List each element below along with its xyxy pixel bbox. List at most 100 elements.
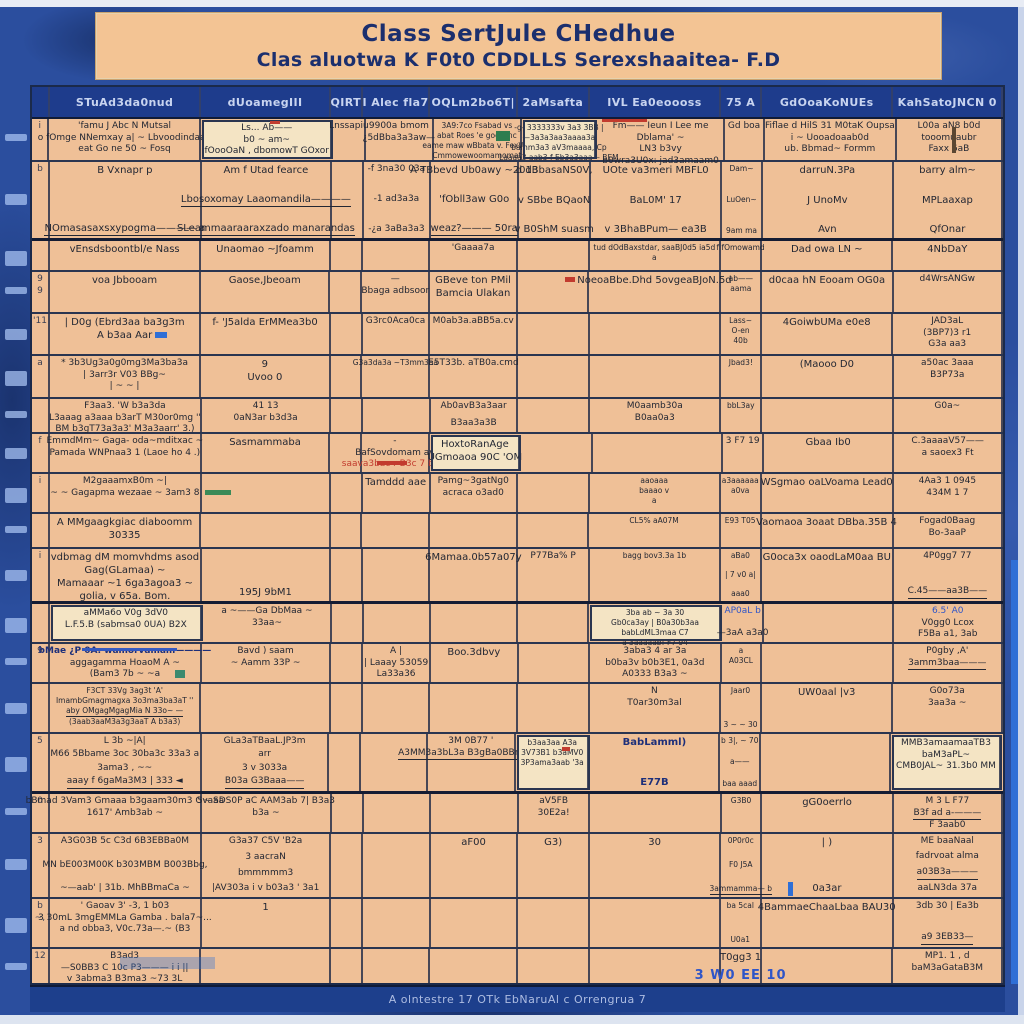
table-cell: UOte va3meri MBFL0 BaL0M' 17 v 3BhaBPum— e… [591, 162, 723, 238]
cell-text-line: b0wra3U0x: jad3amaam0 [602, 156, 719, 167]
cell-text-line: T0gg3 1 [720, 952, 762, 963]
cell-text-line: Pamada WNPnaa3 1 (Laoe ho 4 .) [49, 447, 201, 458]
table-cell [329, 734, 361, 791]
table-cell: E5T33b. aTB0a.cmd [428, 356, 519, 397]
cell-text-line: A MMgaagkgiac diaboomm [56, 517, 193, 528]
cell-text-line: aaLN3da 37a [917, 883, 978, 894]
cell-text-line: F3CT 33Vg 3ag3t 'A' [86, 686, 163, 695]
cell-text-line: 9 [261, 359, 269, 370]
cell-text-line: WSgmao oaLVoama Lead0 [760, 477, 893, 488]
table-cell: Vaomaoa 3oaat DBba.35B 4 [756, 514, 897, 547]
cell-text-line: LN3 b3vy [639, 144, 682, 155]
table-cell: 4GoiwbUMa e0e8 [762, 314, 894, 354]
frame-smudge-mark [5, 328, 27, 340]
table-cell [363, 241, 431, 270]
cell-text-line: 3ammamma— b [709, 884, 772, 895]
cell-text-line: —3aA a3a0 [716, 628, 769, 639]
table-cell [331, 474, 363, 512]
cell-text-line: F 3aab0 [929, 820, 966, 831]
cell-text-line: ~—aab' | 31b. MhBBmaCa ~ [60, 883, 190, 894]
cell-text-line: Gag(GLamaa) ~ [84, 565, 166, 576]
table-row: 0 bBmad 3Vam3 Gmaaa b3gaam30m3 Gvaaa 1617'… [26, 794, 1004, 834]
column-header: QIRT [331, 87, 363, 117]
table-cell: Pamg~3gatNg0 acraca o3ad0 [431, 474, 518, 512]
cell-text-line: a03B3a——— [916, 867, 978, 880]
cell-text-line: B Vxnapr p [97, 165, 153, 176]
cell-text-line: ub. Bbmad~ Formm [784, 144, 876, 155]
row-number-cell [32, 399, 50, 432]
table-cell [363, 684, 431, 732]
table-cell: darruN.3Pa J UnoMv Avn [763, 162, 894, 238]
cell-text-line: | D0g (Ebrd3aa ba3g3m [64, 317, 185, 328]
table-cell: Tamddd aae [363, 474, 431, 512]
cell-text-line: Fogad0Baag [919, 516, 976, 526]
table-cell: bMae ¿P 0A. wamorvamam———— aggagamma Hoao… [39, 644, 211, 682]
cell-text-line: aF00 [461, 837, 486, 848]
table-cell [330, 434, 362, 472]
cell-text-line: b0ba3v b0b3E1, 0a3d [605, 657, 705, 668]
cell-text-line: M0aamb30a [626, 401, 683, 411]
table-cell: Ls... Ab—— b0 ~ am~ fOooOaN , dbomowT GOxo… [202, 120, 333, 159]
table-cell: aF00 [431, 834, 519, 897]
cell-text-line: G3a aa3 [928, 339, 967, 350]
cell-text-line: SLeammaaraaraxzado manarandas [176, 223, 355, 236]
table-cell [330, 272, 363, 312]
table-cell: Ab0avB3a3aar B3aa3a3B [431, 399, 519, 432]
cell-text-line: B3P73a [930, 369, 965, 380]
table-cell [363, 549, 431, 601]
cell-text-line: 'famu J Abc N Mutsal [77, 121, 171, 131]
cell-text-line: C.3aaaaV57—— [911, 436, 984, 446]
table-cell: AP0aL b —3aA a3a0 [717, 604, 769, 642]
cell-text-line: ¿5dBba3a3aw— [362, 132, 436, 143]
table-cell [518, 684, 590, 732]
column-header: STuAd3da0nud [50, 87, 202, 117]
table-cell: F3CT 33Vg 3ag3t 'A' ImambGmagmagxa 3o3ma3… [50, 684, 202, 732]
table-cell [331, 549, 363, 601]
table-cell: Fiflae d HilS 31 M0taK Oupsa i ~ Uooadoaa… [765, 119, 897, 160]
row-number-cell: b ~, [32, 899, 50, 947]
table-cell [363, 834, 431, 897]
table-cell: C.3aaaaV57—— a saoex3 Ft [894, 434, 1003, 472]
table-cell [331, 514, 363, 547]
cell-text-line: M2gaaamxB0m ~| [82, 476, 167, 486]
cell-text-line: v SBbe BQaoN [517, 194, 591, 206]
table-cell: G0oca3x oaodLaM0aa BU [762, 549, 894, 601]
row-number-cell: 0 [32, 794, 50, 832]
frame-smudge-mark [5, 448, 27, 459]
frame-smudge-mark [5, 963, 27, 970]
table-cell: f fOmowamd [716, 241, 765, 270]
column-header: OQLm2bo6T| [430, 87, 519, 117]
cell-text-line: b3a ~ [252, 807, 280, 818]
cell-text-line: —S0BB3 C 10c P3——— i i || [60, 962, 189, 973]
frame-smudge-mark [5, 702, 27, 714]
cell-text-line: b3aa3aa A3a [527, 738, 577, 747]
table-cell [431, 794, 519, 832]
row-number-cell: 3 [32, 834, 50, 897]
row-number-cell [32, 241, 50, 270]
cell-text-line: Uvoo 0 [247, 372, 283, 383]
table-cell: 9900a bmom ¿5dBba3a3aw— [362, 119, 436, 160]
cell-text-line: 3db 30 | Ea3b [915, 901, 979, 911]
cell-text-line: GBeve ton PMil [435, 275, 511, 286]
cell-text-line: aV5FB [539, 796, 569, 806]
page-subtitle: Clas aluotwa K F0t0 CDDLLS Serexshaaitea… [256, 49, 781, 71]
table-cell: | D0g (Ebrd3aa ba3g3m A b3aa Aar [50, 314, 202, 354]
cell-text-line: Gbaa Ib0 [805, 437, 851, 448]
table-cell [363, 899, 431, 947]
table-cell: Dam~ LuOen~ 9am ma [722, 162, 763, 238]
table-cell: (Maooo D0 [762, 356, 894, 397]
table-cell [331, 949, 363, 987]
cell-text-line: NOmasasaxsxypogma———— a [44, 223, 206, 236]
table-cell: Jaar0 3 ~ ~ 30 [721, 684, 762, 732]
cell-text-line: A0333 B3a3 ~ [622, 669, 688, 680]
cell-text-line: fadrvoat alma [915, 851, 979, 862]
cell-text-line: Ab0avB3a3aar [440, 401, 507, 411]
table-row: '11 | D0g (Ebrd3aa ba3g3m A b3aa Aar f- 'J5… [32, 314, 1003, 356]
table-cell: 3ba ab ~ 3a 30 Gb0ca3ay | B0a30b3aa babLdM… [589, 605, 723, 647]
ink-accent-mark [205, 490, 231, 495]
table-cell: Fm—— Ieun I Lee me Dblama' ~ LN3 b3vy b0wra… [598, 119, 726, 166]
table-cell: Boo.3dbvy [431, 644, 519, 682]
table-cell [762, 399, 894, 432]
cell-text-line: Bamcia Ulakan [435, 288, 511, 299]
cell-text-line: 3 W0 EE 10 [694, 968, 787, 984]
